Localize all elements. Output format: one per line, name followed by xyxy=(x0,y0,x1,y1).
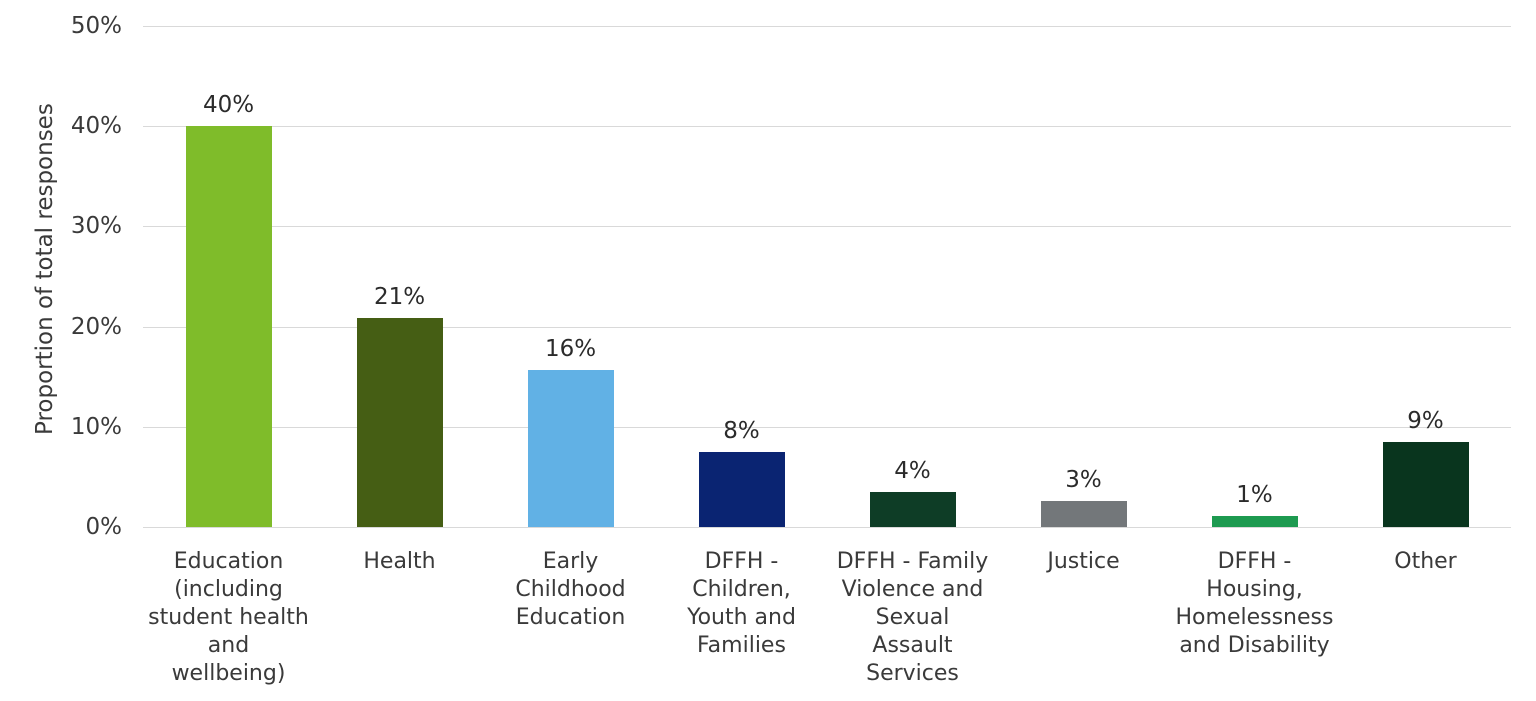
gridline xyxy=(143,426,1511,428)
bar-value-label: 21% xyxy=(373,283,426,310)
category-slot: 4% DFFH - Family Violence and Sexual Assa… xyxy=(827,26,998,686)
x-category-label: DFFH - Housing, Homelessness and Disabil… xyxy=(1175,549,1334,658)
category-slot: 3% Justice xyxy=(998,26,1169,574)
bar xyxy=(698,451,785,527)
category-slot: 9% Other xyxy=(1340,26,1511,574)
x-category-label: Justice xyxy=(1047,549,1120,574)
gridline xyxy=(143,126,1511,128)
category-slot: 1% DFFH - Housing, Homelessness and Disab… xyxy=(1169,26,1340,658)
y-tick-label: 40% xyxy=(70,113,122,140)
y-tick-label: 30% xyxy=(70,213,122,240)
bar xyxy=(527,369,614,527)
x-category-label: DFFH - Children, Youth and Families xyxy=(687,549,796,658)
bar xyxy=(356,317,443,527)
bar-value-label: 40% xyxy=(202,92,255,119)
gridline xyxy=(143,527,1511,528)
bar-value-label: 3% xyxy=(1065,466,1102,493)
category-slot: 21% Health xyxy=(314,26,485,574)
y-tick-label: 50% xyxy=(70,13,122,39)
bar-value-label: 16% xyxy=(544,335,597,362)
bar xyxy=(1211,515,1298,527)
gridline xyxy=(143,326,1511,328)
bar xyxy=(1040,500,1127,527)
category-slot: 16% Early Childhood Education xyxy=(485,26,656,630)
bar xyxy=(869,491,956,527)
bar-value-label: 4% xyxy=(894,457,931,484)
y-tick-label: 10% xyxy=(70,413,122,440)
category-slot: 8% DFFH - Children, Youth and Families xyxy=(656,26,827,658)
x-category-label: Health xyxy=(363,549,436,574)
y-tick-label: 20% xyxy=(70,313,122,340)
x-category-label: Other xyxy=(1394,549,1457,574)
y-tick-label: 0% xyxy=(85,514,123,540)
bar xyxy=(1382,441,1469,527)
bar-value-label: 8% xyxy=(723,417,760,444)
category-slot: 40% Education (including student health a… xyxy=(143,26,314,686)
x-category-label: DFFH - Family Violence and Sexual Assaul… xyxy=(836,549,989,686)
plot-area: 40% Education (including student health a… xyxy=(143,26,1511,686)
x-category-label: Education (including student health and … xyxy=(148,549,309,686)
bar-value-label: 9% xyxy=(1407,407,1444,434)
gridline xyxy=(143,226,1511,228)
bar-value-label: 1% xyxy=(1236,481,1273,508)
x-category-label: Early Childhood Education xyxy=(515,549,626,630)
bar xyxy=(185,126,272,527)
y-axis-title: Proportion of total responses xyxy=(32,103,58,435)
gridline xyxy=(143,26,1511,27)
